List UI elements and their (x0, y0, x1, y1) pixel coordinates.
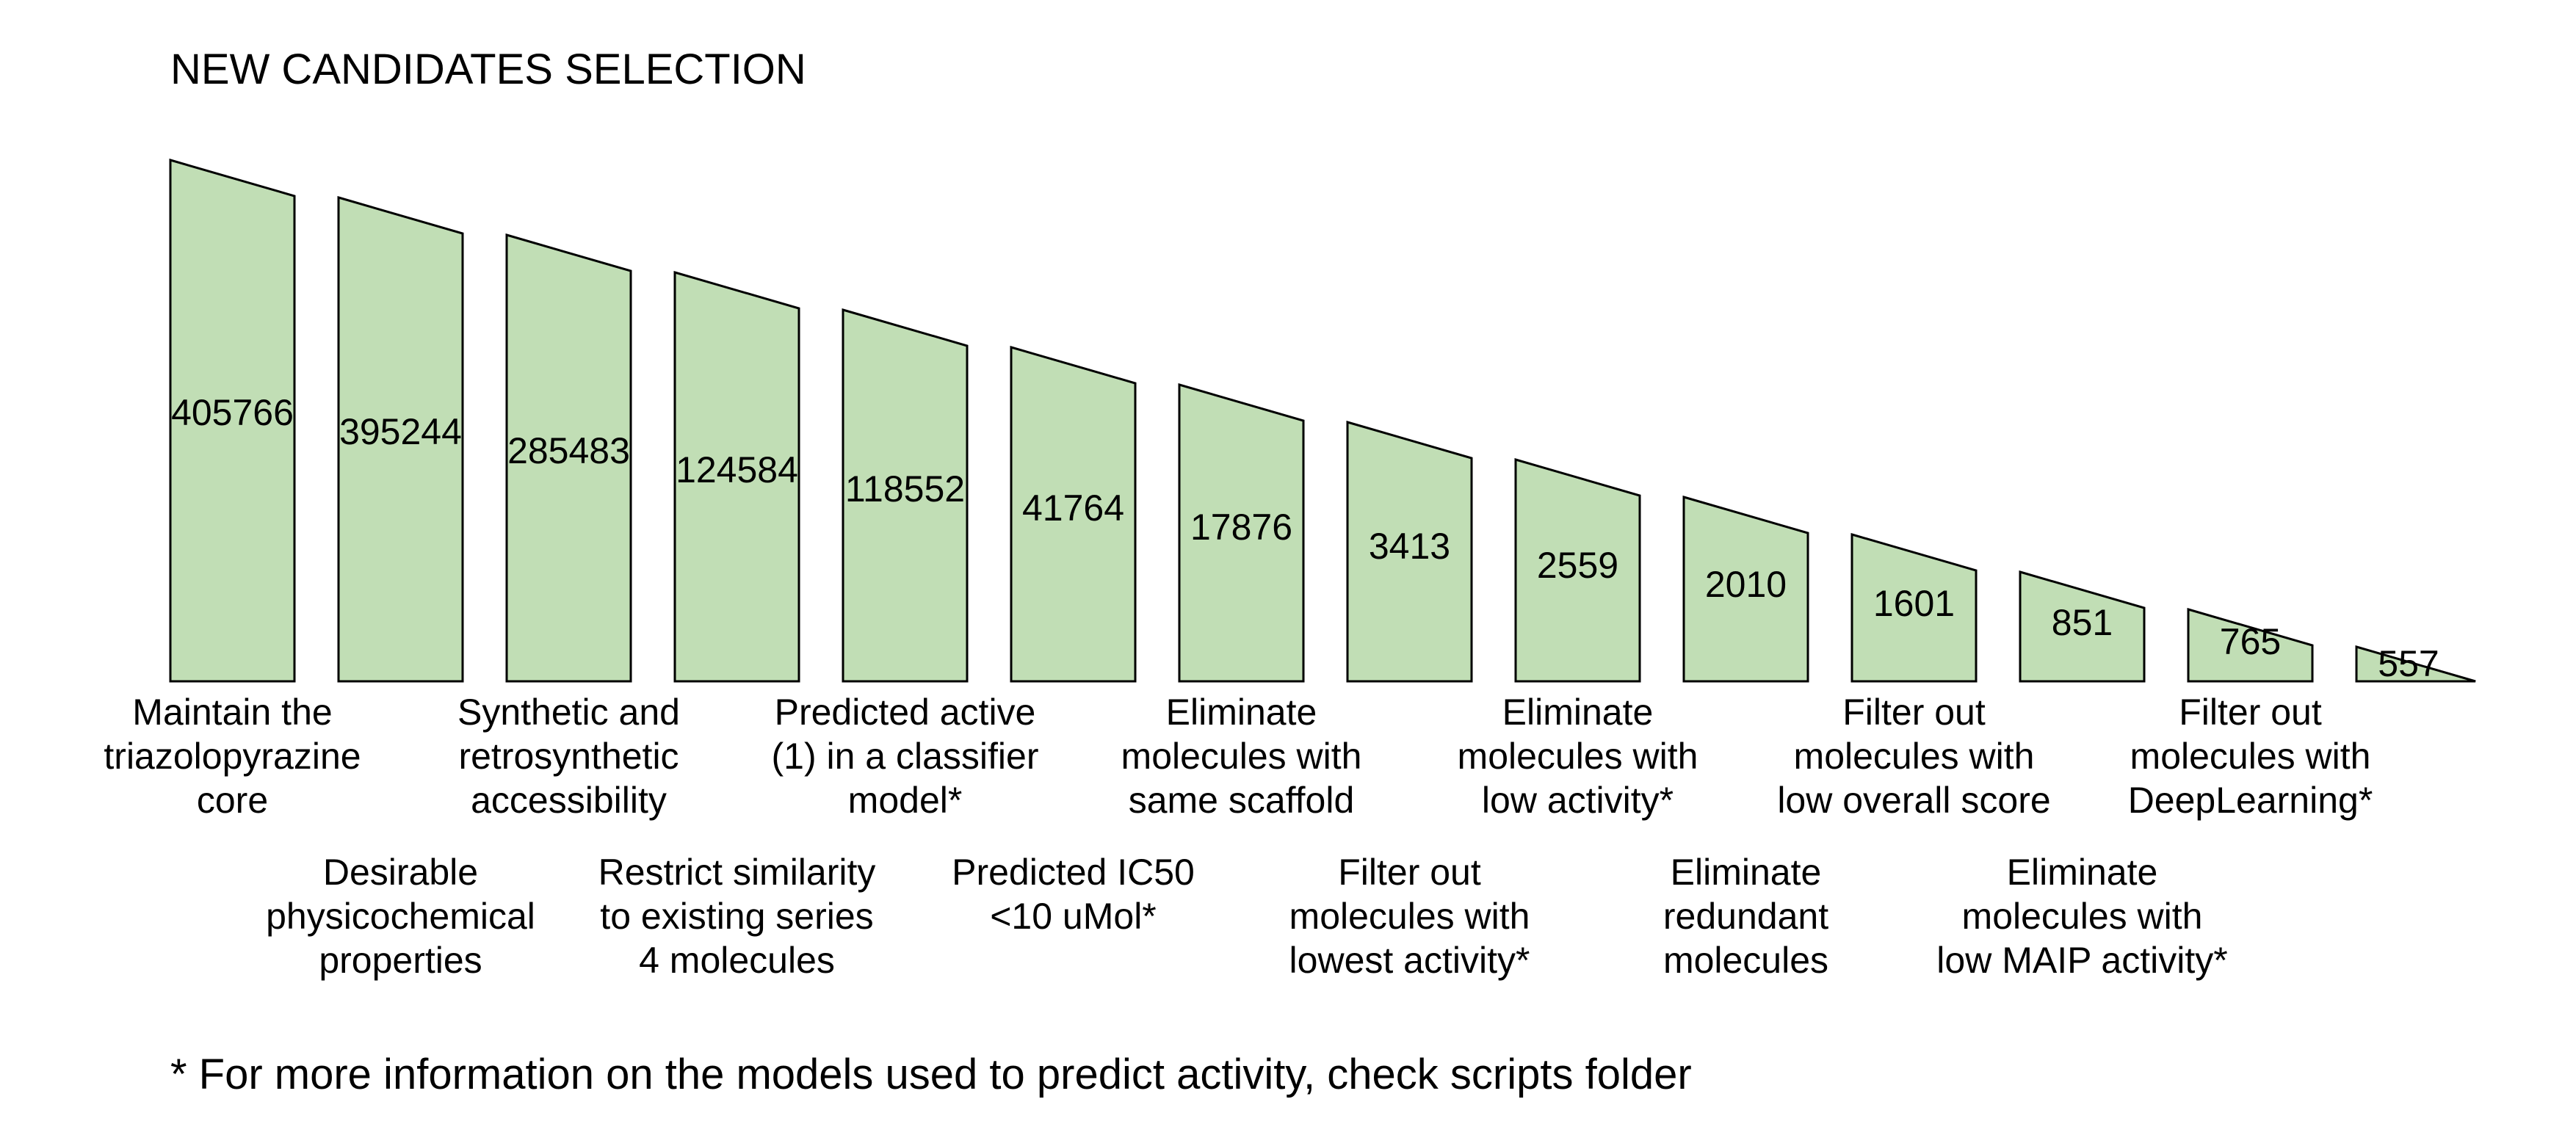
step-labels: Maintain the triazolopyrazine core Desirabl… (104, 692, 2373, 981)
step-8-label: Filter out molecules with lowest activity* (1289, 852, 1530, 981)
step-9-value: 2559 (1537, 545, 1618, 586)
footnote: * For more information on the models use… (170, 1051, 1692, 1098)
step-4-value: 124584 (676, 449, 798, 490)
step-4-box (673, 271, 800, 683)
step-12-box (2019, 570, 2146, 683)
step-2-value: 395244 (339, 411, 462, 452)
step-3-label: Synthetic and retrosynthetic accessibility (457, 692, 680, 821)
step-4-label: Restrict similarity to existing series 4 m… (598, 852, 876, 981)
step-8-value: 3413 (1369, 526, 1450, 567)
step-10-value: 2010 (1705, 564, 1787, 605)
step-11-box (1850, 533, 1978, 683)
step-1-value: 405766 (171, 392, 294, 433)
step-8-box (1346, 421, 1473, 683)
step-7-box (1178, 383, 1305, 683)
step-5-label: Predicted active (1) in a classifier model… (772, 692, 1039, 821)
funnel-steps: 405766 395244 285483 124584 118552 41764 17876… (169, 159, 2476, 684)
step-12-label: Eliminate molecules with low MAIP activity… (1936, 852, 2227, 981)
step-1-label: Maintain the triazolopyrazine core (104, 692, 361, 821)
step-11-value: 1601 (1873, 583, 1955, 624)
step-5-value: 118552 (845, 468, 965, 510)
step-12-value: 851 (2052, 602, 2113, 643)
step-10-label: Eliminate redundant molecules (1663, 852, 1828, 981)
step-6-box (1010, 346, 1137, 683)
step-7-label: Eliminate molecules with same scaffold (1121, 692, 1362, 821)
step-1-box (169, 159, 296, 683)
step-13-value: 765 (2220, 621, 2281, 662)
step-9-box (1514, 458, 1641, 683)
step-3-value: 285483 (507, 430, 630, 471)
step-9-label: Eliminate molecules with low activity* (1458, 692, 1698, 821)
step-13-box (2187, 608, 2314, 683)
diagram-title: NEW CANDIDATES SELECTION (170, 46, 806, 93)
step-5-box (842, 308, 969, 683)
step-2-box (337, 196, 464, 683)
step-10-box (1682, 496, 1809, 683)
step-14-box (2355, 645, 2476, 683)
step-3-box (505, 233, 632, 683)
step-2-label: Desirable physicochemical properties (266, 852, 535, 981)
step-13-label: Filter out molecules with DeepLearning* (2128, 692, 2373, 821)
step-7-value: 17876 (1190, 507, 1292, 548)
step-6-label: Predicted IC50 <10 uMol* (952, 852, 1195, 937)
step-11-label: Filter out molecules with low overall scor… (1777, 692, 2050, 821)
step-14-value: 557 (2378, 643, 2439, 684)
step-6-value: 41764 (1022, 487, 1124, 529)
